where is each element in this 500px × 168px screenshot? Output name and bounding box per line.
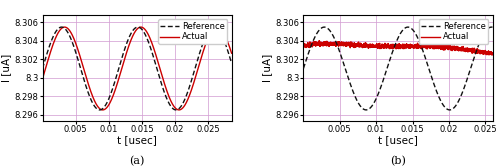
Actual <box>316 40 322 42</box>
Reference <box>126 36 132 38</box>
Reference <box>484 28 490 30</box>
Reference <box>392 43 398 45</box>
Text: (a): (a) <box>130 156 144 166</box>
Reference <box>211 26 217 28</box>
Actual <box>223 37 229 39</box>
Actual <box>484 51 490 53</box>
Reference <box>322 26 328 28</box>
Actual <box>300 45 306 47</box>
Reference <box>363 109 369 111</box>
Reference <box>132 28 138 30</box>
Reference <box>388 57 394 59</box>
Reference <box>484 28 490 30</box>
Reference <box>490 26 496 28</box>
Legend: Reference, Actual: Reference, Actual <box>419 19 488 44</box>
Reference <box>49 38 55 40</box>
Actual <box>176 109 182 111</box>
Line: Actual: Actual <box>42 27 232 110</box>
Reference <box>228 62 234 64</box>
Reference <box>224 45 230 47</box>
X-axis label: t [usec]: t [usec] <box>378 136 418 145</box>
Reference <box>223 45 229 47</box>
Reference <box>173 109 179 111</box>
Legend: Reference, Actual: Reference, Actual <box>158 19 228 44</box>
Actual <box>40 78 46 80</box>
Actual <box>228 52 234 54</box>
Actual <box>132 32 138 34</box>
Reference <box>300 68 306 70</box>
Actual <box>486 54 492 56</box>
X-axis label: t [usec]: t [usec] <box>117 136 157 145</box>
Line: Reference: Reference <box>42 27 232 110</box>
Actual <box>392 44 398 46</box>
Actual <box>224 37 230 39</box>
Y-axis label: I [uA]: I [uA] <box>262 54 272 82</box>
Actual <box>214 26 220 28</box>
Y-axis label: I [uA]: I [uA] <box>2 54 12 82</box>
Reference <box>450 108 456 110</box>
Reference <box>188 79 194 81</box>
Actual <box>49 46 55 48</box>
Text: (b): (b) <box>390 156 406 166</box>
Actual <box>450 46 456 48</box>
Actual <box>126 43 132 45</box>
Line: Reference: Reference <box>304 27 492 110</box>
Reference <box>40 68 46 70</box>
Actual <box>310 42 316 44</box>
Actual <box>484 51 490 53</box>
Actual <box>490 54 496 56</box>
Actual <box>388 45 394 47</box>
Line: Actual: Actual <box>304 41 492 55</box>
Actual <box>188 89 194 91</box>
Reference <box>310 40 316 42</box>
